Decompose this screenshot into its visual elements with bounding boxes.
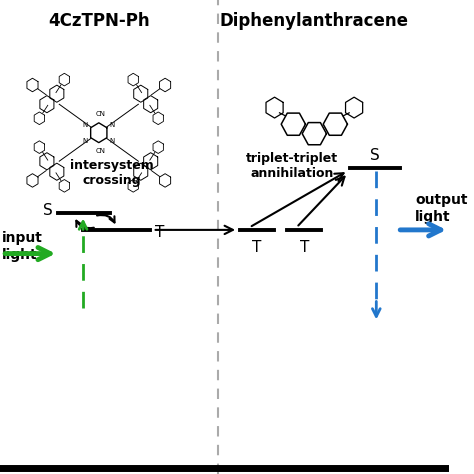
Text: intersystem
crossing: intersystem crossing [70, 159, 154, 187]
Text: CN: CN [96, 148, 106, 155]
Text: input
light: input light [2, 231, 43, 262]
Text: output
light: output light [415, 193, 468, 224]
Text: 4CzTPN-Ph: 4CzTPN-Ph [48, 12, 150, 30]
Text: S: S [370, 147, 380, 163]
Text: N: N [82, 138, 88, 144]
Text: Diphenylanthracene: Diphenylanthracene [220, 12, 409, 30]
Text: T: T [252, 240, 262, 255]
Text: S: S [43, 203, 53, 219]
Text: N: N [110, 122, 115, 128]
Text: triplet-triplet
annihilation: triplet-triplet annihilation [246, 152, 338, 180]
Text: T: T [300, 240, 309, 255]
Text: T: T [155, 225, 164, 240]
Text: N: N [82, 122, 88, 128]
Text: N: N [110, 138, 115, 144]
Text: CN: CN [96, 111, 106, 117]
